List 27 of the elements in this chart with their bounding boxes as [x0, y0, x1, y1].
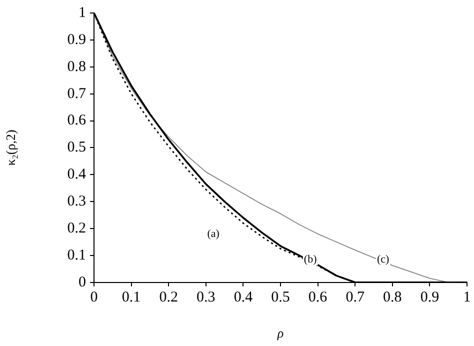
x-tick-label: 0.4 [234, 289, 254, 306]
y-tick-label: 0.3 [67, 194, 86, 210]
x-tick-label: 0.5 [271, 289, 290, 306]
x-tick-label: 0.3 [196, 289, 216, 306]
annotation: (b) [304, 253, 318, 266]
x-axis-title: ρ [276, 326, 284, 341]
x-tick-label: 1 [463, 289, 471, 306]
x-tick-label: 0.8 [383, 289, 402, 306]
x-tick-label: 0.2 [159, 289, 178, 306]
y-tick-label: 0.1 [67, 247, 86, 264]
y-tick-label: 1 [78, 4, 86, 21]
x-tick-label: 0 [90, 289, 98, 306]
x-tick-label: 0.7 [346, 289, 365, 306]
y-tick-label: 0.2 [67, 220, 86, 236]
y-tick-label: 0.8 [67, 58, 86, 75]
y-axis-title: κ₂(ρ,2) [3, 130, 18, 166]
y-tick-label: 0.5 [67, 140, 86, 156]
x-tick-label: 0.6 [308, 289, 328, 306]
annotation: (c) [376, 253, 390, 266]
y-tick-label: 0.4 [67, 166, 86, 183]
x-tick-label: 0.1 [122, 289, 141, 306]
y-tick-label: 0.7 [67, 86, 86, 102]
x-tick-label: 0.9 [420, 289, 440, 306]
annotation: (a) [207, 228, 220, 240]
y-tick-label: 0.9 [67, 32, 86, 48]
y-tick-label: 0 [78, 274, 86, 290]
y-tick-label: 0.6 [67, 112, 86, 129]
